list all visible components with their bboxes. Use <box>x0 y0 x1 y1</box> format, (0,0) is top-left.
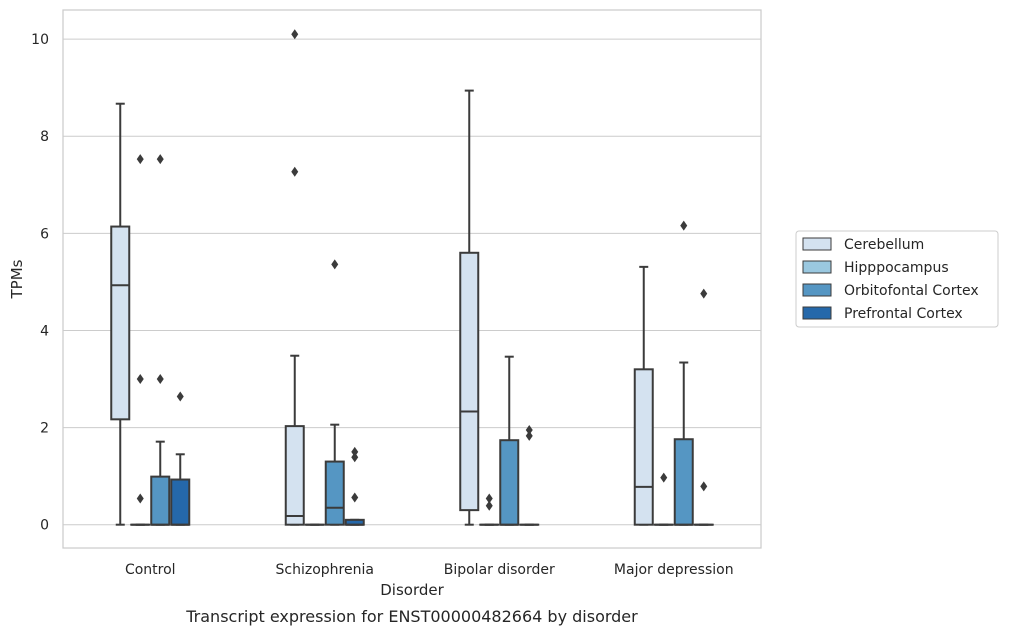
legend-label: Hipppocampus <box>844 260 949 276</box>
box-hipppocampus <box>479 493 500 526</box>
box-body <box>150 475 171 526</box>
box-orbitofontal-cortex <box>673 220 694 526</box>
x-tick-label: Major depression <box>614 562 734 578</box>
y-tick-label: 8 <box>40 129 49 145</box>
outlier-point <box>351 452 359 463</box>
outlier-point <box>700 481 708 492</box>
outlier-point <box>351 492 359 503</box>
outlier-point <box>176 391 184 402</box>
outlier-point <box>525 430 533 441</box>
outlier-point <box>136 154 144 165</box>
legend-swatch <box>802 237 832 251</box>
x-axis-label: Disorder <box>380 581 444 599</box>
outlier-point <box>660 472 668 483</box>
outlier-point <box>331 259 339 270</box>
box-prefrontal-cortex <box>519 425 540 526</box>
box-cerebellum <box>459 89 480 526</box>
x-axis-ticks: Control Schizophrenia Bipolar disorder Majo… <box>125 562 734 578</box>
outlier-point <box>485 493 493 504</box>
legend-swatch <box>802 260 832 274</box>
legend: Cerebellum Hipppocampus Orbitofontal Corte… <box>795 230 999 328</box>
box-body <box>170 478 191 526</box>
box-body <box>673 438 694 526</box>
legend-swatch <box>802 306 832 320</box>
y-axis-ticks: 0 2 4 6 8 10 <box>31 32 49 534</box>
outlier-point <box>525 425 533 436</box>
legend-frame <box>795 230 999 328</box>
outlier-point <box>136 374 144 385</box>
box-cerebellum <box>110 102 131 526</box>
box-body <box>110 225 131 421</box>
outlier-point <box>291 166 299 177</box>
y-tick-label: 2 <box>40 421 49 437</box>
box-cerebellum <box>633 265 654 526</box>
outlier-point <box>485 500 493 511</box>
gridlines <box>63 38 761 526</box>
y-tick-label: 0 <box>40 518 49 534</box>
box-body <box>633 368 654 526</box>
legend-label: Cerebellum <box>844 237 924 253</box>
outlier-point <box>700 288 708 299</box>
chart-caption: Transcript expression for ENST0000048266… <box>185 607 638 626</box>
box-orbitofontal-cortex <box>150 154 171 526</box>
box-body <box>324 460 345 526</box>
box-orbitofontal-cortex <box>499 355 520 526</box>
x-tick-label: Control <box>125 562 176 578</box>
outlier-point <box>351 446 359 457</box>
plot-frame <box>62 9 762 549</box>
legend-swatch <box>802 283 832 297</box>
box-plot-series <box>110 29 714 526</box>
box-prefrontal-cortex <box>693 288 714 526</box>
box-body <box>459 251 480 512</box>
x-tick-label: Schizophrenia <box>276 562 374 578</box>
outlier-point <box>136 493 144 504</box>
y-tick-label: 6 <box>40 226 49 242</box>
outlier-point <box>680 220 688 231</box>
legend-label: Prefrontal Cortex <box>844 306 963 322</box>
legend-label: Orbitofontal Cortex <box>844 283 979 299</box>
box-body <box>284 425 305 526</box>
box-cerebellum <box>284 29 305 526</box>
box-prefrontal-cortex <box>170 391 191 526</box>
y-tick-label: 10 <box>31 32 49 48</box>
x-tick-label: Bipolar disorder <box>444 562 555 578</box>
y-tick-label: 4 <box>40 323 49 339</box>
box-prefrontal-cortex <box>344 446 365 526</box>
outlier-point <box>156 154 164 165</box>
box-hipppocampus <box>653 472 674 526</box>
outlier-point <box>291 29 299 40</box>
y-axis-label: TPMs <box>8 259 26 299</box>
box-body <box>499 439 520 526</box>
outlier-point <box>156 374 164 385</box>
box-orbitofontal-cortex <box>324 259 345 526</box>
box-hipppocampus <box>130 154 151 526</box>
